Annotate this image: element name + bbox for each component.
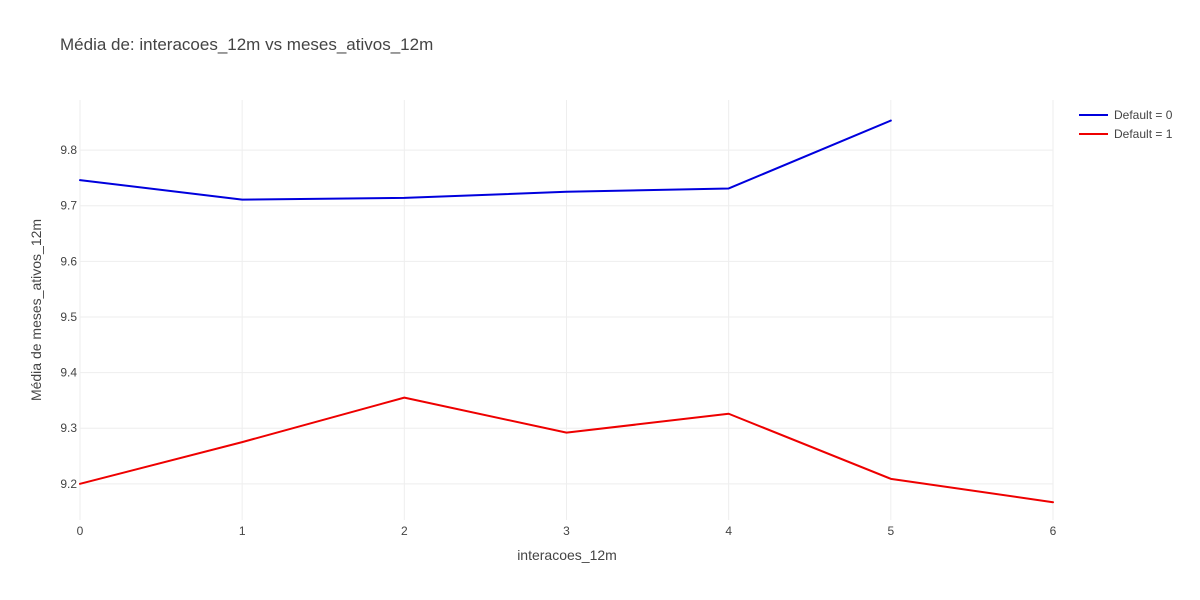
x-axis-title: interacoes_12m (517, 547, 617, 563)
x-tick-label: 0 (77, 524, 84, 538)
x-tick-label: 5 (887, 524, 894, 538)
legend-label: Default = 1 (1114, 127, 1173, 141)
x-tick-label: 4 (725, 524, 732, 538)
y-tick-label: 9.6 (60, 254, 77, 268)
x-tick-label: 3 (563, 524, 570, 538)
y-tick-label: 9.2 (60, 477, 77, 491)
x-axis-ticks: 0 1 2 3 4 5 6 (77, 524, 1057, 538)
y-tick-label: 9.8 (60, 143, 77, 157)
series-line-default-1 (79, 396, 1054, 504)
y-axis-title: Média de meses_ativos_12m (28, 219, 44, 401)
legend-label: Default = 0 (1114, 108, 1173, 122)
y-tick-label: 9.4 (60, 366, 77, 380)
y-axis-ticks: 9.2 9.3 9.4 9.5 9.6 9.7 9.8 (60, 143, 77, 491)
x-tick-label: 6 (1050, 524, 1057, 538)
series-lines (79, 119, 1054, 504)
y-tick-label: 9.7 (60, 199, 77, 213)
series-line-default-0 (79, 119, 892, 201)
x-tick-label: 2 (401, 524, 408, 538)
legend-item-default-0[interactable]: Default = 0 (1079, 108, 1173, 122)
y-tick-label: 9.5 (60, 310, 77, 324)
legend-item-default-1[interactable]: Default = 1 (1079, 127, 1173, 141)
x-tick-label: 1 (239, 524, 246, 538)
legend[interactable]: Default = 0 Default = 1 (1079, 108, 1173, 141)
chart-title: Média de: interacoes_12m vs meses_ativos… (60, 35, 433, 54)
gridlines (79, 100, 1054, 520)
y-tick-label: 9.3 (60, 421, 77, 435)
